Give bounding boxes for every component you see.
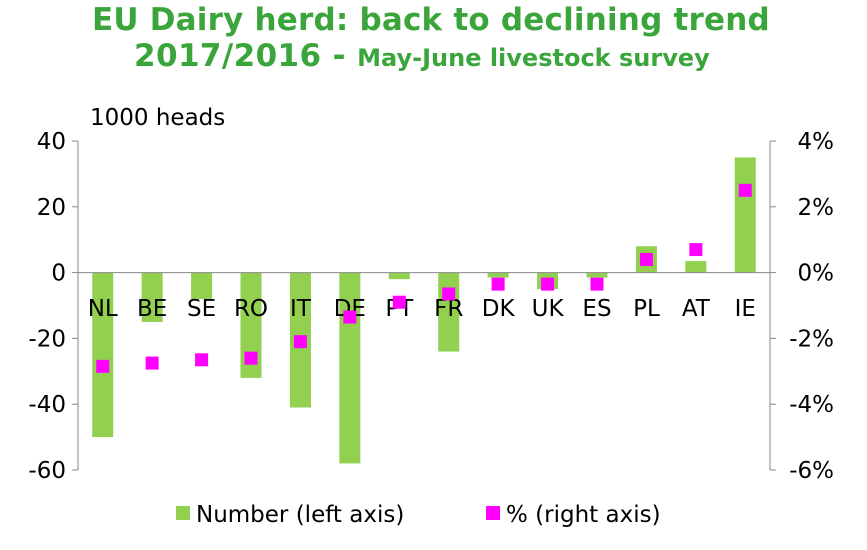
x-tick-label-at: AT	[682, 296, 711, 322]
legend-marker-label: % (right axis)	[506, 502, 661, 528]
y-left-tick-label: -60	[28, 458, 66, 484]
marker-be	[145, 356, 159, 370]
chart-subtitle-main: 2017/2016 -	[134, 38, 358, 74]
y-right-tick-label: -2%	[789, 326, 834, 352]
y-right-tick-label: -4%	[789, 392, 834, 418]
x-tick-label-uk: UK	[532, 296, 565, 322]
legend-marker-swatch	[486, 506, 500, 520]
y-left-tick-label: 0	[51, 261, 66, 287]
bar-at	[685, 261, 707, 273]
chart-subtitle-survey: May-June livestock survey	[357, 44, 710, 72]
marker-es	[590, 277, 604, 291]
x-tick-label-ie: IE	[735, 296, 756, 322]
marker-at	[689, 243, 703, 257]
x-tick-label-es: ES	[582, 296, 611, 322]
chart-title: EU Dairy herd: back to declining trend	[92, 2, 770, 38]
y-right-tick-label: -6%	[789, 458, 834, 484]
x-tick-label-dk: DK	[482, 296, 516, 322]
bar-ro	[240, 272, 262, 378]
marker-pt	[392, 295, 406, 309]
bar-nl	[92, 272, 114, 438]
y-left-tick-label: -40	[28, 392, 66, 418]
marker-dk	[491, 277, 505, 291]
chart-subtitle: 2017/2016 - May-June livestock survey	[134, 38, 710, 74]
marker-se	[195, 353, 209, 367]
bar-ie	[734, 157, 756, 273]
y-right-tick-label: 0%	[798, 261, 835, 287]
legend-bar-swatch	[176, 506, 190, 520]
x-tick-label-it: IT	[290, 296, 312, 322]
x-tick-label-pl: PL	[633, 296, 660, 322]
x-tick-label-ro: RO	[234, 296, 268, 322]
bar-se	[191, 272, 213, 299]
legend-bar-label: Number (left axis)	[196, 502, 404, 528]
y-left-tick-label: -20	[28, 326, 66, 352]
marker-fr	[442, 287, 456, 301]
marker-nl	[96, 359, 110, 373]
marker-it	[293, 335, 307, 349]
y-left-tick-label: 20	[37, 195, 66, 221]
y-left-tick-label: 40	[37, 129, 66, 155]
marker-de	[343, 310, 357, 324]
x-tick-label-se: SE	[187, 296, 216, 322]
x-tick-label-be: BE	[137, 296, 167, 322]
bar-dk	[487, 272, 509, 278]
marker-ie	[738, 183, 752, 197]
marker-uk	[541, 277, 555, 291]
bar-be	[141, 272, 163, 322]
marker-pl	[639, 252, 653, 266]
y-axis-unit-label: 1000 heads	[90, 105, 225, 131]
y-right-tick-label: 4%	[798, 129, 835, 155]
bar-es	[586, 272, 608, 278]
marker-ro	[244, 351, 258, 365]
bar-pt	[388, 272, 410, 280]
x-tick-label-nl: NL	[88, 296, 118, 322]
y-right-tick-label: 2%	[798, 195, 835, 221]
